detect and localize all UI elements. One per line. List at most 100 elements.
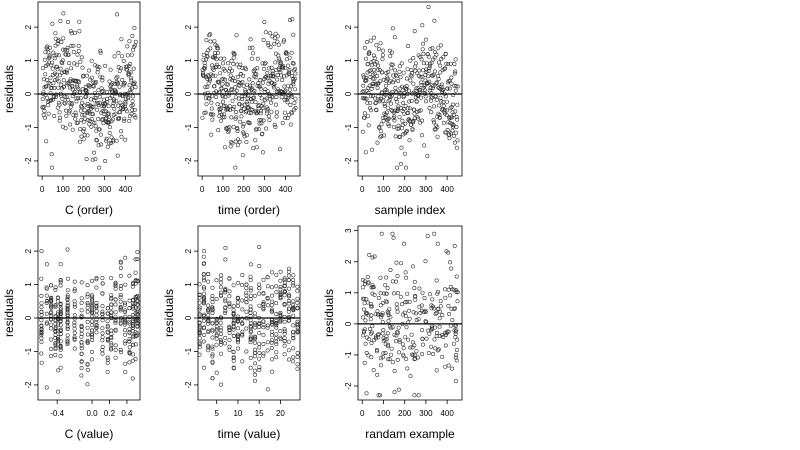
x-axis: 0 100 200 300 400 bbox=[40, 176, 133, 194]
data-point bbox=[82, 103, 87, 108]
data-point bbox=[269, 100, 274, 105]
data-point bbox=[228, 66, 233, 71]
data-point bbox=[209, 106, 214, 111]
data-point bbox=[55, 41, 60, 46]
data-point bbox=[440, 88, 445, 93]
data-point bbox=[282, 290, 287, 295]
data-point bbox=[94, 285, 99, 290]
data-point bbox=[368, 108, 373, 113]
data-point bbox=[123, 339, 128, 344]
data-point bbox=[227, 69, 232, 74]
data-point bbox=[85, 382, 90, 387]
data-point bbox=[239, 103, 244, 108]
data-point bbox=[446, 303, 451, 308]
data-point bbox=[395, 306, 400, 311]
data-point bbox=[375, 140, 380, 145]
data-point bbox=[253, 100, 258, 105]
data-point bbox=[58, 327, 63, 332]
data-point bbox=[237, 83, 242, 88]
data-point bbox=[405, 106, 410, 111]
data-point bbox=[402, 310, 407, 315]
data-point bbox=[449, 75, 454, 80]
data-point bbox=[362, 45, 367, 50]
data-point bbox=[269, 345, 274, 350]
data-point bbox=[51, 81, 56, 86]
x-tick-label: 200 bbox=[398, 185, 412, 194]
data-point bbox=[270, 293, 275, 298]
data-point bbox=[440, 89, 445, 94]
data-point bbox=[61, 78, 66, 83]
y-tick-label: 1 bbox=[24, 58, 33, 63]
data-point bbox=[379, 91, 384, 96]
data-point bbox=[374, 347, 379, 352]
data-point bbox=[236, 316, 241, 321]
data-point bbox=[252, 89, 257, 94]
data-point bbox=[282, 280, 287, 285]
data-point bbox=[214, 370, 219, 375]
data-point bbox=[85, 319, 90, 324]
data-point bbox=[286, 309, 291, 314]
data-point bbox=[202, 285, 207, 290]
data-point bbox=[295, 296, 300, 301]
data-point bbox=[86, 103, 91, 108]
data-point bbox=[93, 157, 98, 162]
data-point bbox=[372, 96, 377, 101]
data-point bbox=[64, 113, 69, 118]
data-point bbox=[390, 279, 395, 284]
data-point bbox=[367, 252, 372, 257]
data-point bbox=[52, 53, 57, 58]
data-point bbox=[392, 35, 397, 40]
data-point bbox=[90, 349, 95, 354]
data-point bbox=[79, 308, 84, 313]
data-point bbox=[441, 334, 446, 339]
data-point bbox=[208, 39, 213, 44]
data-point bbox=[412, 393, 417, 398]
data-point bbox=[381, 133, 386, 138]
data-point bbox=[113, 111, 118, 116]
data-point bbox=[282, 343, 287, 348]
data-point bbox=[434, 81, 439, 86]
data-point bbox=[218, 320, 223, 325]
data-point bbox=[362, 281, 367, 286]
data-point bbox=[364, 78, 369, 83]
data-point bbox=[391, 291, 396, 296]
data-point bbox=[96, 143, 101, 148]
data-point bbox=[202, 325, 207, 330]
data-point bbox=[107, 131, 112, 136]
data-point bbox=[295, 362, 300, 367]
data-point bbox=[416, 317, 421, 322]
y-axis-title: residuals bbox=[2, 65, 16, 113]
x-axis: 0 100 200 300 400 bbox=[360, 176, 454, 194]
data-point bbox=[85, 292, 90, 297]
data-point bbox=[244, 140, 249, 145]
data-point bbox=[79, 365, 84, 370]
data-point bbox=[282, 329, 287, 334]
data-point bbox=[98, 132, 103, 137]
data-point bbox=[418, 75, 423, 80]
plot-frame bbox=[37, 225, 141, 401]
data-point bbox=[100, 338, 105, 343]
data-point bbox=[275, 77, 280, 82]
data-point bbox=[379, 134, 384, 139]
data-point bbox=[367, 50, 372, 55]
data-point bbox=[79, 346, 84, 351]
data-point bbox=[48, 346, 53, 351]
y-tick-label: -2 bbox=[24, 157, 33, 165]
data-point bbox=[244, 309, 249, 314]
data-point bbox=[122, 118, 127, 123]
data-point bbox=[413, 68, 418, 73]
data-point bbox=[453, 130, 458, 135]
data-point bbox=[439, 84, 444, 89]
data-point bbox=[395, 108, 400, 113]
data-point bbox=[49, 298, 54, 303]
data-point bbox=[131, 306, 136, 311]
data-point bbox=[291, 283, 296, 288]
data-point bbox=[106, 112, 111, 117]
y-tick-label: 1 bbox=[184, 282, 193, 287]
data-point bbox=[58, 354, 63, 359]
data-point bbox=[252, 354, 257, 359]
x-tick-label: 0 bbox=[40, 185, 45, 194]
data-point bbox=[135, 323, 140, 328]
data-point bbox=[430, 46, 435, 51]
data-point bbox=[295, 325, 300, 330]
